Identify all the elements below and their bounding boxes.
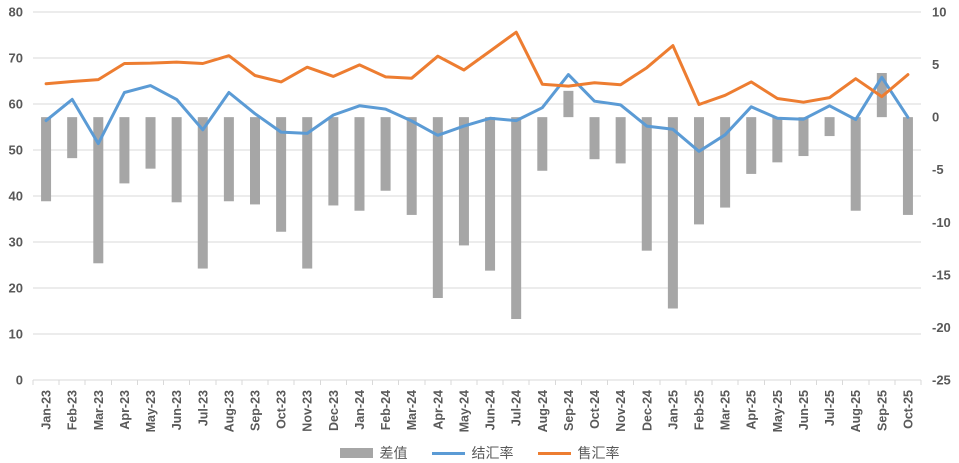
diff-bar[interactable] <box>537 117 548 171</box>
x-axis-label: Jan-25 <box>666 390 680 430</box>
diff-bar[interactable] <box>850 117 861 211</box>
diff-bar[interactable] <box>380 117 391 191</box>
chart-legend: 差值 结汇率 售汇率 <box>0 446 959 460</box>
x-axis-label: Nov-24 <box>614 390 628 432</box>
diff-bar-swatch <box>339 448 373 458</box>
diff-bar[interactable] <box>511 117 522 320</box>
legend-item-sales-rate[interactable]: 售汇率 <box>537 445 620 461</box>
diff-bar[interactable] <box>772 117 783 163</box>
x-axis-label: May-24 <box>457 390 471 432</box>
right-axis-label: 5 <box>932 57 939 72</box>
x-axis-label: Jun-23 <box>170 390 184 430</box>
x-axis-label: Sep-23 <box>249 390 263 431</box>
left-axis-label: 30 <box>9 235 23 250</box>
diff-bar[interactable] <box>485 117 496 271</box>
x-axis-label: Sep-25 <box>875 390 889 431</box>
left-axis-label: 70 <box>9 51 23 66</box>
diff-bar[interactable] <box>67 117 78 159</box>
diff-bar[interactable] <box>197 117 208 269</box>
diff-bar[interactable] <box>406 117 417 215</box>
legend-label-settlement-rate: 结汇率 <box>471 445 514 461</box>
x-axis-label: Feb-23 <box>66 390 80 430</box>
right-axis-label: 10 <box>932 5 946 20</box>
x-axis-label: Jun-25 <box>797 390 811 430</box>
legend-label-sales-rate: 售汇率 <box>577 445 620 461</box>
x-axis-label: Apr-25 <box>745 390 759 430</box>
diff-bar[interactable] <box>41 117 52 202</box>
right-axis-label: -15 <box>932 267 951 282</box>
x-axis-label: Mar-25 <box>719 390 733 430</box>
x-axis-label: Jan-23 <box>40 390 54 430</box>
diff-bar[interactable] <box>223 117 234 202</box>
x-axis-label: Dec-23 <box>327 390 341 431</box>
diff-bar[interactable] <box>171 117 182 203</box>
left-axis-label: 20 <box>9 281 23 296</box>
x-axis-label: Feb-24 <box>379 390 393 430</box>
x-axis-label: Mar-24 <box>405 390 419 430</box>
sales-rate-line[interactable] <box>44 30 910 106</box>
diff-bar[interactable] <box>589 117 600 160</box>
x-axis-label: Oct-24 <box>588 390 602 429</box>
diff-bar[interactable] <box>902 117 913 215</box>
settlement-rate-line[interactable] <box>44 73 910 153</box>
diff-bar[interactable] <box>641 117 652 251</box>
left-axis-label: 60 <box>9 97 23 112</box>
x-axis-label: Jul-24 <box>510 390 524 426</box>
diff-bar[interactable] <box>746 117 757 174</box>
x-axis-label: Jul-25 <box>823 390 837 426</box>
x-axis-label: Aug-24 <box>536 390 550 432</box>
diff-bar[interactable] <box>798 117 809 157</box>
x-axis-label: Apr-24 <box>431 390 445 430</box>
legend-item-settlement-rate[interactable]: 结汇率 <box>431 445 514 461</box>
diff-bar[interactable] <box>720 117 731 208</box>
diff-bar[interactable] <box>302 117 313 269</box>
left-axis-label: 50 <box>9 143 23 158</box>
right-axis-label: 0 <box>932 110 939 125</box>
diff-bar[interactable] <box>615 117 626 164</box>
right-axis-label: -10 <box>932 215 951 230</box>
diff-bar[interactable] <box>328 117 339 206</box>
right-axis-label: -5 <box>932 162 944 177</box>
left-axis-label: 40 <box>9 189 23 204</box>
diff-bar[interactable] <box>458 117 469 246</box>
x-axis-label: May-25 <box>771 390 785 432</box>
left-axis-label: 10 <box>9 327 23 342</box>
x-axis-label: Sep-24 <box>562 390 576 431</box>
diff-bar[interactable] <box>119 117 130 184</box>
diff-bar[interactable] <box>824 117 835 137</box>
x-axis-label: Apr-23 <box>118 390 132 430</box>
left-axis-label: 80 <box>9 5 23 20</box>
diff-bar[interactable] <box>432 117 443 298</box>
x-axis-label: Oct-23 <box>275 390 289 429</box>
diff-bar[interactable] <box>250 117 260 205</box>
diff-bar[interactable] <box>145 117 156 169</box>
diff-bar[interactable] <box>694 117 704 225</box>
x-axis-label: Jul-23 <box>196 390 210 426</box>
right-axis-label: -25 <box>932 373 951 388</box>
right-axis-label: -20 <box>932 320 951 335</box>
settlement-line-swatch <box>431 451 465 455</box>
diff-bar[interactable] <box>667 117 678 309</box>
diff-bar[interactable] <box>354 117 365 211</box>
legend-label-diff: 差值 <box>379 445 408 461</box>
diff-bar[interactable] <box>276 117 287 232</box>
left-axis-label: 0 <box>16 373 23 388</box>
x-axis-label: Feb-25 <box>693 390 707 430</box>
x-axis-label: Nov-23 <box>301 390 315 432</box>
x-axis-label: Aug-23 <box>222 390 236 432</box>
x-axis-label: Aug-25 <box>849 390 863 432</box>
legend-item-diff[interactable]: 差值 <box>339 445 408 461</box>
diff-bar[interactable] <box>563 90 574 118</box>
sales-line-swatch <box>537 451 571 455</box>
x-axis-label: Oct-25 <box>901 390 915 429</box>
x-axis-label: Jun-24 <box>484 390 498 430</box>
x-axis-label: Mar-23 <box>92 390 106 430</box>
x-axis-label: Jan-24 <box>353 390 367 430</box>
x-axis-label: May-23 <box>144 390 158 432</box>
x-axis-label: Dec-24 <box>640 390 654 431</box>
diff-bar[interactable] <box>93 117 104 264</box>
